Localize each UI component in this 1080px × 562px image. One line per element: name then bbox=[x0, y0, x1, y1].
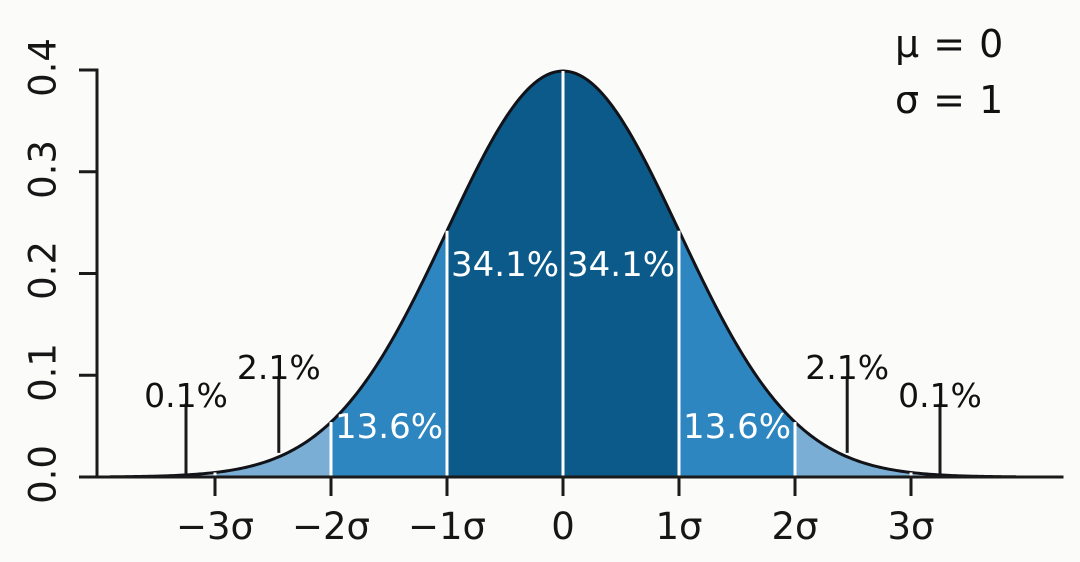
y-tick-label-4: 0.4 bbox=[21, 38, 65, 97]
leader-lines-group bbox=[184, 376, 942, 474]
band-label-2-to-3: 2.1% bbox=[805, 348, 890, 388]
y-tick-label-1: 0.1 bbox=[21, 343, 65, 403]
tail-label-right-tail: 0.1% bbox=[898, 375, 982, 415]
y-tick-label-3: 0.3 bbox=[21, 139, 65, 199]
y-tick-label-0: 0.0 bbox=[21, 445, 65, 504]
x-tick-label-3: 0 bbox=[551, 505, 575, 548]
x-tick-label-4: 1σ bbox=[655, 505, 703, 548]
x-tick-label-1: −2σ bbox=[292, 505, 370, 548]
sigma-annotation: σ = 1 bbox=[895, 78, 1005, 122]
x-tick-label-5: 2σ bbox=[771, 505, 819, 548]
y-tick-label-2: 0.2 bbox=[21, 241, 65, 301]
band-2-to-3 bbox=[795, 422, 911, 477]
band-label-minus-1-to-0: 34.1% bbox=[450, 245, 560, 286]
mu-annotation: μ = 0 bbox=[895, 22, 1005, 66]
x-tick-label-2: −1σ bbox=[408, 505, 486, 548]
band-label-minus-3-to-minus-2: 2.1% bbox=[236, 348, 321, 388]
band-label-1-to-2: 13.6% bbox=[682, 407, 792, 448]
x-tick-label-6: 3σ bbox=[887, 505, 935, 548]
band-label-zero-to-1: 34.1% bbox=[566, 245, 676, 286]
axes-group bbox=[79, 68, 1064, 496]
x-tick-label-0: −3σ bbox=[176, 505, 254, 548]
band-dividers-group bbox=[213, 71, 913, 477]
band-label-minus-2-to-minus-1: 13.6% bbox=[334, 407, 444, 448]
tail-label-left-tail: 0.1% bbox=[144, 375, 228, 415]
band-minus-3-to-minus-2 bbox=[215, 422, 331, 477]
